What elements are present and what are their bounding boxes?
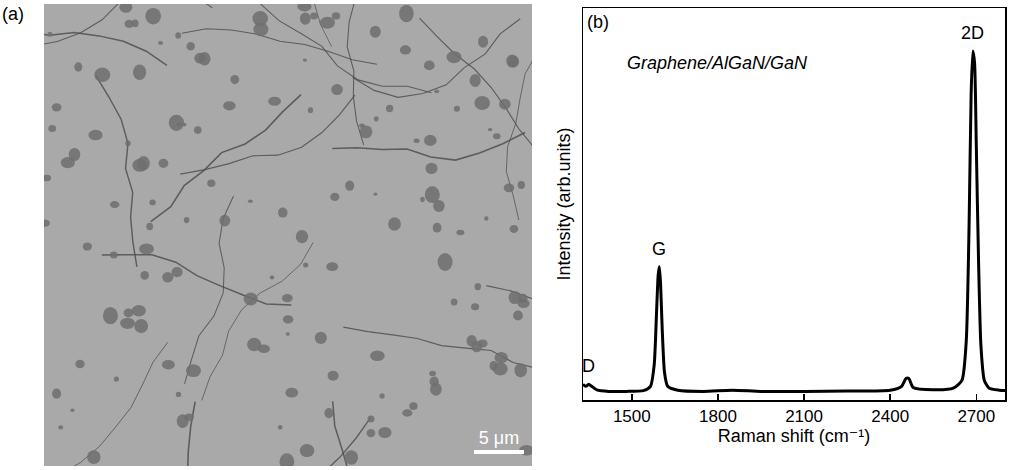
svg-text:(a): (a): [2, 4, 24, 24]
svg-text:G: G: [652, 239, 666, 259]
svg-text:D: D: [582, 356, 595, 376]
svg-text:Raman shift (cm⁻¹): Raman shift (cm⁻¹): [718, 426, 871, 446]
svg-text:1800: 1800: [699, 407, 737, 426]
svg-text:1500: 1500: [613, 407, 651, 426]
svg-text:(b): (b): [587, 12, 609, 32]
svg-text:Graphene/AlGaN/GaN: Graphene/AlGaN/GaN: [627, 53, 808, 73]
svg-text:2700: 2700: [957, 407, 995, 426]
svg-text:2400: 2400: [871, 407, 909, 426]
svg-text:5 μm: 5 μm: [479, 428, 519, 448]
svg-text:Intensity (arb.units): Intensity (arb.units): [554, 127, 574, 280]
svg-text:2D: 2D: [961, 23, 984, 43]
svg-text:2100: 2100: [785, 407, 823, 426]
